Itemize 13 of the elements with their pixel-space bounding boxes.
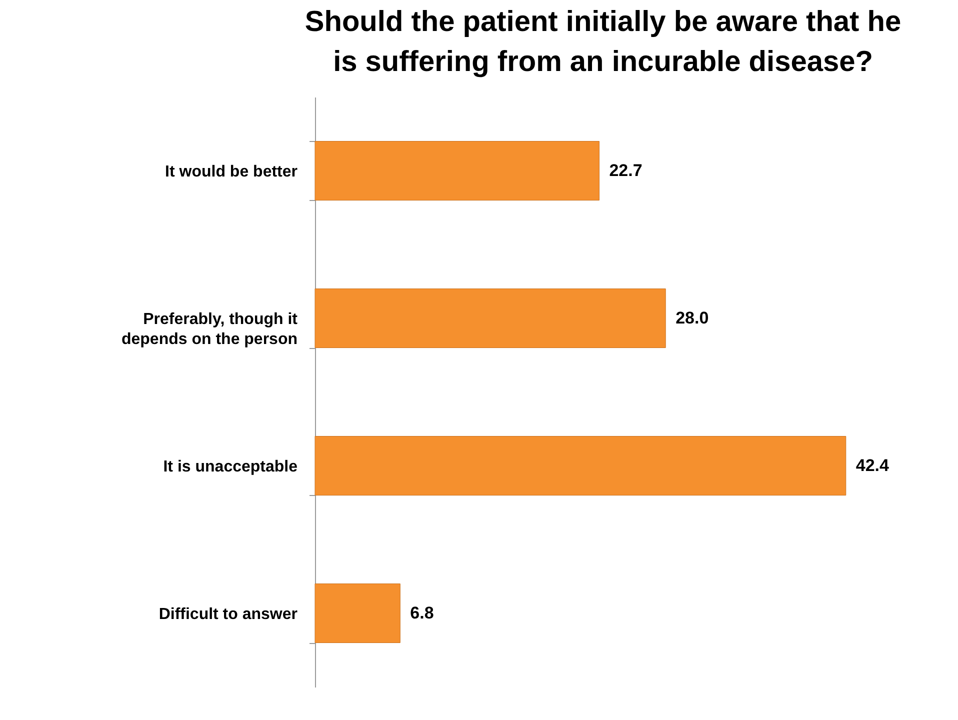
bar: [314, 584, 400, 643]
chart-title: Should the patient initially be aware that he is suffering from an incurable disease?: [304, 6, 902, 78]
bar: [314, 141, 600, 200]
bar: [314, 288, 666, 348]
data-label: 6.8: [410, 603, 434, 622]
y-tick-label: It is unacceptable: [163, 458, 298, 476]
data-label: 22.7: [609, 160, 642, 180]
data-label: 42.4: [856, 456, 890, 475]
y-tick-label: Preferably, though it depends on the person: [121, 310, 298, 348]
bar: [314, 436, 846, 496]
y-tick-label: It would be better: [165, 163, 298, 180]
y-tick-label: Difficult to answer: [158, 606, 298, 623]
data-label: 28.0: [676, 308, 709, 328]
